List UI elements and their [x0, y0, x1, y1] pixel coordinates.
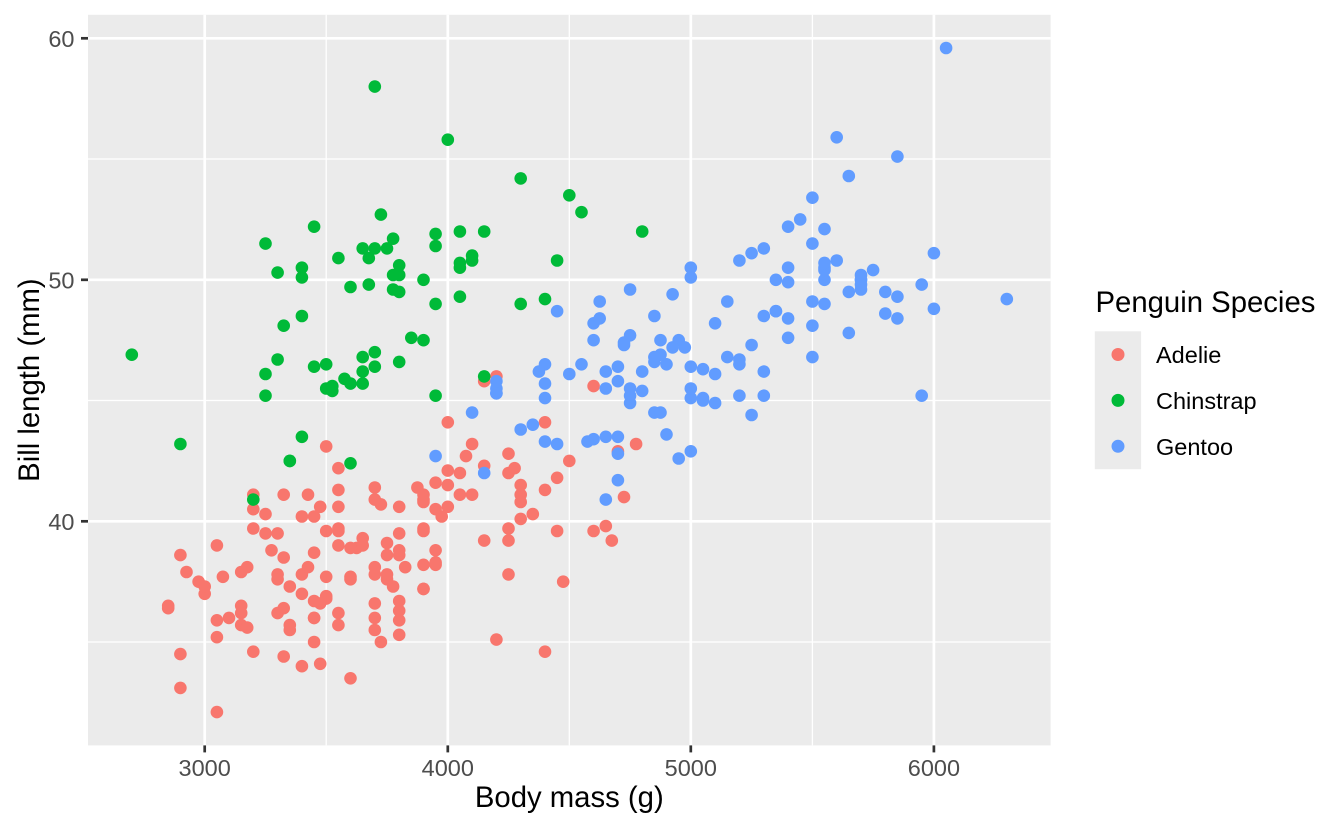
svg-text:40: 40 [48, 509, 74, 535]
svg-text:3000: 3000 [179, 755, 231, 781]
svg-text:4000: 4000 [422, 755, 474, 781]
svg-text:5000: 5000 [665, 755, 717, 781]
svg-text:Penguin Species: Penguin Species [1096, 286, 1316, 319]
svg-text:Chinstrap: Chinstrap [1156, 388, 1257, 414]
svg-text:Bill length (mm): Bill length (mm) [13, 278, 46, 482]
svg-text:Adelie: Adelie [1156, 342, 1221, 368]
svg-text:Body mass (g): Body mass (g) [475, 781, 664, 814]
svg-text:Gentoo: Gentoo [1156, 434, 1233, 460]
svg-text:60: 60 [48, 26, 74, 52]
svg-text:50: 50 [48, 267, 74, 293]
svg-text:6000: 6000 [908, 755, 960, 781]
